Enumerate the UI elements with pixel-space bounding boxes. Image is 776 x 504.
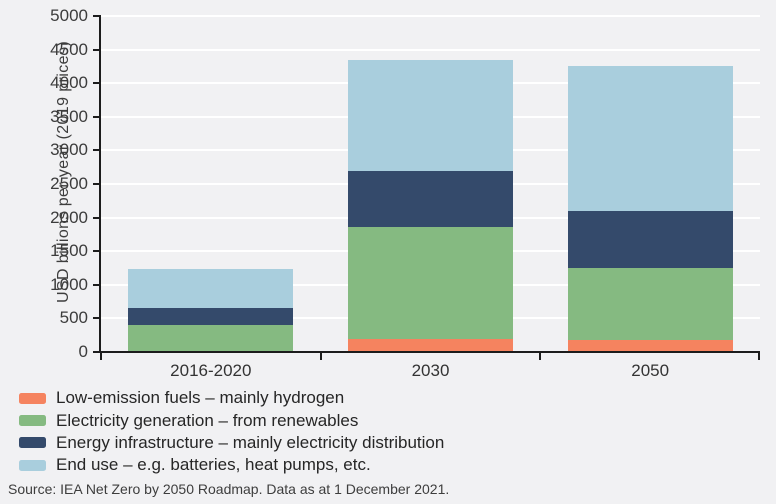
y-tick-mark <box>93 216 101 219</box>
legend-swatch-icon <box>19 459 46 471</box>
y-tick-mark <box>93 283 101 286</box>
y-tick-mark <box>93 149 101 152</box>
bar-segment <box>567 340 733 352</box>
x-category-label: 2030 <box>411 361 450 380</box>
y-tick-label: 1000 <box>50 274 88 294</box>
y-tick-mark <box>93 317 101 320</box>
x-tick-mark <box>319 352 322 360</box>
x-tick-mark <box>758 352 760 360</box>
y-tick-label: 3000 <box>50 140 88 160</box>
y-gridline <box>101 48 760 51</box>
y-tick-mark <box>93 15 101 17</box>
y-tick-mark <box>93 250 101 253</box>
bar-segment <box>348 226 513 339</box>
y-tick-label: 0 <box>78 342 88 361</box>
x-axis-line <box>99 351 760 353</box>
bar-2030 <box>348 59 513 352</box>
legend-item: Electricity generation – from renewables <box>19 409 444 431</box>
bar-segment <box>348 338 513 352</box>
y-gridline <box>101 15 760 17</box>
x-tick-mark <box>100 352 102 360</box>
x-category-label: 2016-2020 <box>170 361 252 380</box>
legend-label: Electricity generation – from renewables <box>56 410 359 430</box>
bar-segment <box>348 59 513 171</box>
bar-segment <box>348 170 513 227</box>
y-tick-mark <box>93 351 101 353</box>
y-tick-label: 2500 <box>50 174 88 193</box>
bar-segment <box>567 210 733 268</box>
x-category-label: 2050 <box>631 361 670 380</box>
y-axis-line <box>99 15 101 353</box>
legend-swatch-icon <box>19 415 46 427</box>
source-note: Source: IEA Net Zero by 2050 Roadmap. Da… <box>8 481 450 497</box>
legend-swatch-icon <box>19 437 46 449</box>
legend-item: Low-emission fuels – mainly hydrogen <box>19 387 444 409</box>
legend-label: Energy infrastructure – mainly electrici… <box>56 432 445 452</box>
bar-segment <box>567 267 733 341</box>
bar-2016-2020 <box>128 269 294 352</box>
legend-label: Low-emission fuels – mainly hydrogen <box>56 388 345 408</box>
chart-legend: Low-emission fuels – mainly hydrogen Elec… <box>19 387 444 477</box>
y-tick-mark <box>93 115 101 118</box>
bar-segment <box>128 325 294 352</box>
bar-segment <box>567 66 733 211</box>
y-tick-mark <box>93 183 101 185</box>
y-tick-label: 2000 <box>50 207 88 227</box>
y-tick-label: 4000 <box>50 73 88 93</box>
legend-label: End use – e.g. batteries, heat pumps, et… <box>56 455 371 475</box>
y-tick-label: 1500 <box>50 241 88 261</box>
bar-segment <box>128 269 294 309</box>
y-tick-mark <box>93 82 101 85</box>
x-tick-mark <box>539 352 542 360</box>
legend-item: End use – e.g. batteries, heat pumps, et… <box>19 454 444 476</box>
y-tick-label: 500 <box>59 308 88 328</box>
y-tick-label: 4500 <box>50 39 88 59</box>
bar-2050 <box>567 66 733 352</box>
legend-item: Energy infrastructure – mainly electrici… <box>19 432 444 454</box>
y-tick-mark <box>93 48 101 51</box>
y-tick-label: 5000 <box>50 6 88 25</box>
y-tick-label: 3500 <box>50 106 88 126</box>
bar-segment <box>128 308 294 326</box>
legend-swatch-icon <box>19 392 46 404</box>
